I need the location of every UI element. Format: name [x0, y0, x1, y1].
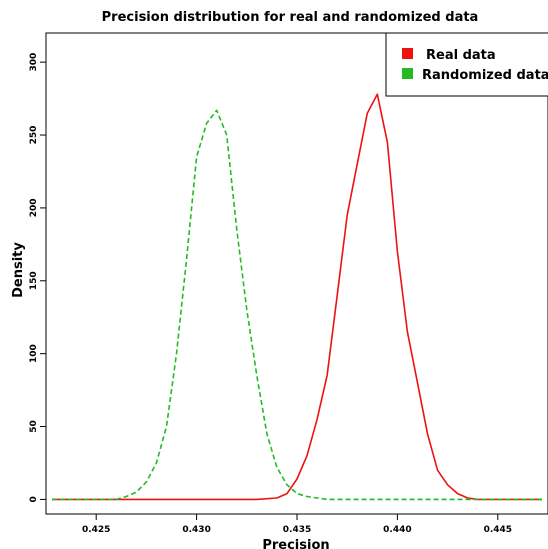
x-axis-label: Precision: [262, 538, 329, 549]
legend-label-real: Real data: [426, 48, 496, 63]
legend-box: [385, 32, 548, 97]
y-tick-label: 300: [29, 53, 39, 72]
legend-swatch-real: [402, 48, 413, 59]
y-axis-label: Density: [11, 242, 26, 298]
x-tick-label: 0.435: [283, 525, 311, 535]
y-axis: 0 50 100 150 200 250 300: [29, 53, 46, 503]
legend-swatch-randomized: [402, 68, 413, 79]
legend-label-randomized: Randomized data: [422, 68, 548, 83]
x-tick-label: 0.440: [383, 525, 411, 535]
series-real-data-line: [52, 93, 542, 501]
legend: Real data Randomized data: [385, 32, 548, 97]
chart-title: Precision distribution for real and rand…: [102, 10, 479, 25]
y-tick-label: 0: [29, 496, 39, 502]
plot-frame: [45, 32, 548, 515]
y-tick-label: 150: [29, 271, 39, 290]
y-tick-label: 250: [29, 126, 39, 145]
series-layer: [52, 93, 542, 501]
y-tick-label: 100: [29, 344, 39, 363]
y-tick-label: 50: [29, 420, 39, 433]
x-tick-label: 0.430: [182, 525, 210, 535]
x-axis: 0.425 0.430 0.435 0.440 0.445: [82, 514, 512, 535]
x-tick-label: 0.425: [82, 525, 110, 535]
y-tick-label: 200: [29, 199, 39, 218]
series-randomized-data-line: [52, 109, 542, 501]
x-tick-label: 0.445: [484, 525, 512, 535]
